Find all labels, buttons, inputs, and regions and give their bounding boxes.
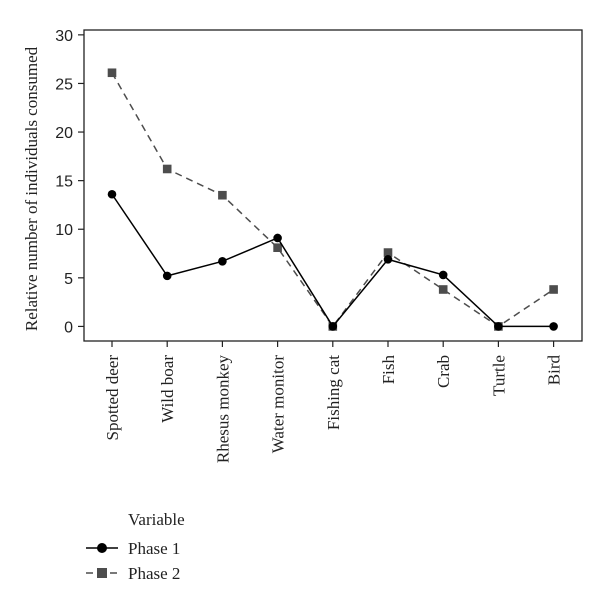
legend: Variable Phase 1 Phase 2 bbox=[86, 510, 185, 583]
y-axis-title: Relative number of individuals consumed bbox=[22, 46, 41, 331]
x-tick-label: Crab bbox=[434, 355, 453, 388]
x-tick-label: Fish bbox=[379, 355, 398, 385]
data-point bbox=[107, 68, 117, 78]
data-point bbox=[218, 257, 227, 266]
series-line bbox=[111, 72, 555, 328]
x-tick-label: Bird bbox=[545, 355, 564, 386]
series-phase-1 bbox=[107, 189, 558, 331]
data-point bbox=[328, 322, 338, 331]
x-tick-label: Rhesus monkey bbox=[213, 355, 232, 464]
y-tick-label: 15 bbox=[55, 174, 73, 191]
data-point bbox=[162, 164, 172, 174]
series-phase-2 bbox=[107, 68, 558, 331]
x-tick-label: Wild boar bbox=[158, 355, 177, 423]
data-point bbox=[273, 243, 282, 252]
data-point bbox=[273, 233, 282, 243]
legend-marker bbox=[97, 568, 107, 578]
legend-title: Variable bbox=[128, 510, 185, 529]
x-tick-label: Turtle bbox=[489, 355, 508, 396]
y-tick-label: 0 bbox=[64, 319, 73, 336]
y-axis: 0 5 10 15 20 25 30 bbox=[55, 28, 84, 336]
data-point bbox=[438, 285, 448, 294]
data-point bbox=[107, 189, 117, 199]
series-line bbox=[111, 193, 554, 328]
data-point bbox=[438, 270, 448, 280]
data-point bbox=[494, 322, 503, 331]
data-point bbox=[218, 190, 227, 200]
x-tick-label: Spotted deer bbox=[103, 355, 122, 441]
legend-item: Phase 2 bbox=[86, 564, 180, 583]
legend-label: Phase 1 bbox=[128, 539, 180, 558]
x-axis: Spotted deer Wild boar Rhesus monkey Water … bbox=[103, 341, 564, 463]
series-layer bbox=[107, 68, 558, 331]
data-point bbox=[162, 271, 172, 281]
data-point bbox=[549, 322, 558, 331]
y-tick-label: 10 bbox=[55, 222, 73, 239]
y-tick-label: 5 bbox=[64, 271, 73, 288]
x-tick-label: Fishing cat bbox=[324, 355, 343, 430]
data-point bbox=[383, 248, 393, 257]
legend-marker bbox=[97, 543, 107, 553]
data-point bbox=[383, 255, 393, 264]
y-tick-label: 30 bbox=[55, 28, 73, 45]
y-tick-label: 20 bbox=[55, 125, 73, 142]
x-tick-label: Water monitor bbox=[269, 355, 288, 454]
data-point bbox=[549, 285, 558, 294]
y-tick-label: 25 bbox=[55, 76, 73, 93]
plot-border bbox=[83, 29, 583, 342]
legend-item: Phase 1 bbox=[86, 539, 180, 558]
legend-label: Phase 2 bbox=[128, 564, 180, 583]
plot-frame bbox=[83, 29, 583, 342]
